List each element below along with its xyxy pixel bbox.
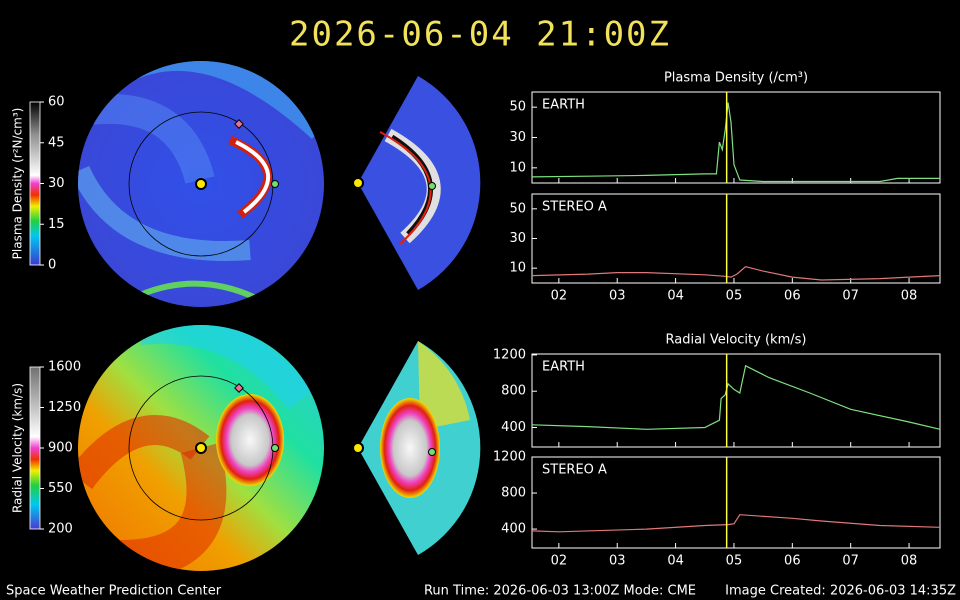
- colorbar: [29, 366, 41, 530]
- footer-left: Space Weather Prediction Center: [6, 584, 222, 599]
- colorbar-tick-label: 60: [48, 95, 65, 110]
- colorbar-tick-label: 45: [48, 135, 65, 150]
- series-line: [531, 364, 941, 430]
- y-tick-label: 50: [509, 100, 526, 115]
- x-tick-label: 03: [609, 289, 626, 304]
- colorbar-tick-label: 1250: [48, 400, 81, 415]
- colorbar-label: Plasma Density (r²N/cm³): [11, 108, 25, 260]
- series-label: EARTH: [542, 360, 585, 375]
- x-tick-label: 07: [842, 289, 859, 304]
- title: 2026-06-04 21:00Z: [289, 15, 671, 55]
- colorbar-tick-label: 200: [48, 522, 73, 537]
- footer-center: Run Time: 2026-06-03 13:00Z Mode: CME: [424, 584, 696, 599]
- x-tick-label: 02: [551, 554, 568, 569]
- y-tick-label: 10: [509, 160, 526, 175]
- x-tick-label: 05: [726, 289, 743, 304]
- y-tick-label: 800: [501, 486, 526, 501]
- x-tick-label: 06: [784, 554, 801, 569]
- y-tick-label: 10: [509, 261, 526, 276]
- colorbar-tick-label: 550: [48, 481, 73, 496]
- colorbar-tick-label: 1600: [48, 360, 81, 375]
- y-tick-label: 400: [501, 522, 526, 537]
- x-tick-label: 02: [551, 289, 568, 304]
- y-tick-label: 50: [509, 201, 526, 216]
- colorbar: [29, 101, 41, 266]
- x-tick-label: 06: [784, 289, 801, 304]
- footer-right: Image Created: 2026-06-03 14:35Z: [725, 584, 956, 599]
- y-tick-label: 1200: [493, 450, 526, 465]
- density-map: [78, 61, 481, 307]
- x-tick-label: 05: [726, 554, 743, 569]
- colorbar-tick-label: 30: [48, 176, 65, 191]
- velocity-map: [78, 325, 481, 571]
- x-tick-label: 08: [901, 289, 918, 304]
- series-line: [531, 514, 941, 533]
- x-tick-label: 08: [901, 554, 918, 569]
- plot-frame: [531, 456, 941, 549]
- y-tick-label: 30: [509, 231, 526, 246]
- series-label: EARTH: [542, 98, 585, 113]
- colorbar-tick-label: 15: [48, 217, 65, 232]
- series-line: [531, 266, 941, 281]
- plot-frame: [531, 353, 941, 448]
- colorbar-tick-label: 0: [48, 258, 56, 273]
- x-tick-label: 04: [667, 554, 684, 569]
- x-tick-label: 04: [667, 289, 684, 304]
- colorbar-label: Radial Velocity (km/s): [11, 383, 25, 513]
- series-line: [531, 102, 940, 183]
- y-tick-label: 800: [501, 384, 526, 399]
- series-label: STEREO A: [542, 200, 607, 215]
- series-label: STEREO A: [542, 463, 607, 478]
- y-tick-label: 30: [509, 130, 526, 145]
- y-tick-label: 1200: [493, 347, 526, 362]
- x-tick-label: 07: [842, 554, 859, 569]
- y-tick-label: 400: [501, 420, 526, 435]
- x-tick-label: 03: [609, 554, 626, 569]
- chart-title: Radial Velocity (km/s): [666, 333, 807, 348]
- colorbar-tick-label: 900: [48, 441, 73, 456]
- chart-title: Plasma Density (/cm³): [664, 71, 808, 86]
